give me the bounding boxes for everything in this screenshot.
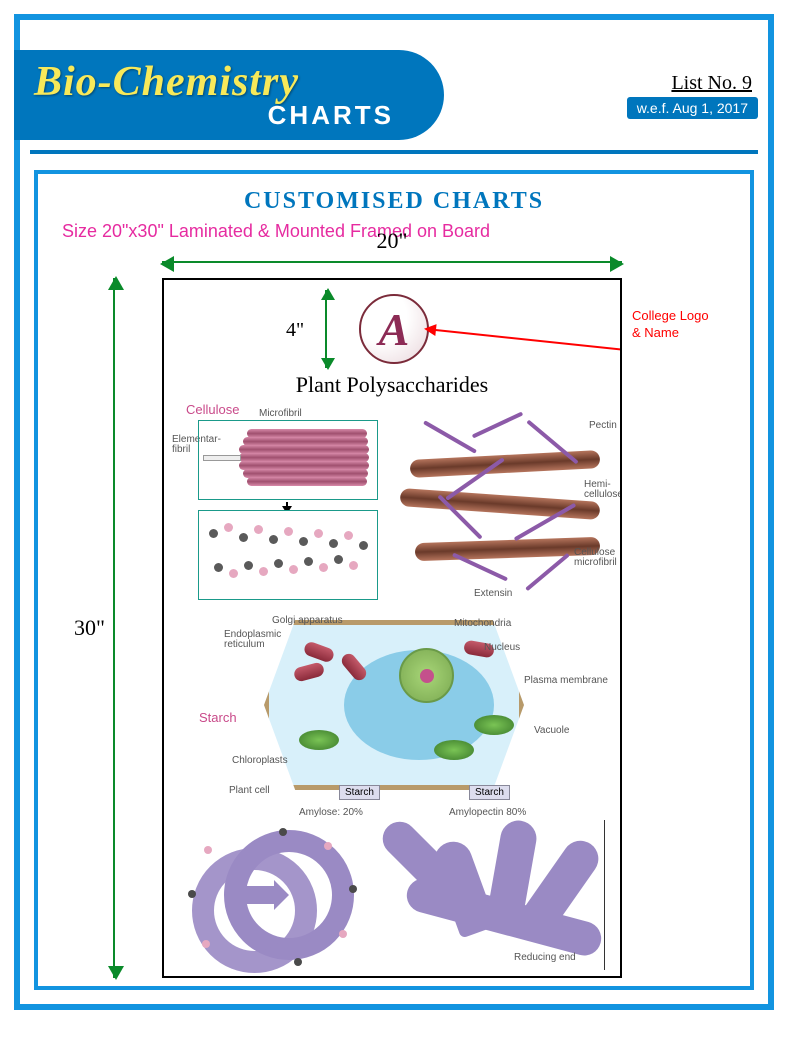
plasma-label: Plasma membrane <box>524 675 608 686</box>
starch-label: Starch <box>199 710 237 725</box>
nucleus-label: Nucleus <box>484 642 520 653</box>
chart-area: 20" 30" College Logo & Name 4" A <box>62 250 726 990</box>
list-number: List No. 9 <box>671 72 752 95</box>
amylopectin-diagram <box>394 810 614 975</box>
college-logo-placeholder: A <box>359 294 429 364</box>
arrow-icon <box>113 278 115 978</box>
starch-box-1: Starch <box>339 785 380 800</box>
effective-date: w.e.f. Aug 1, 2017 <box>627 97 758 119</box>
divider-icon <box>604 820 605 970</box>
fiber-bundle-icon <box>239 429 369 491</box>
logo-letter: A <box>379 303 410 356</box>
vacuole-label: Vacuole <box>534 725 569 736</box>
arrow-icon <box>162 261 622 263</box>
divider-lines <box>30 150 758 154</box>
wall-fibers-diagram <box>400 415 610 600</box>
callout-arrow-icon <box>426 328 622 362</box>
cellulose-microfibril-label: Cellulose microfibril <box>574 548 617 568</box>
pectin-label: Pectin <box>589 420 617 431</box>
callout-text: College Logo & Name <box>632 308 709 342</box>
microfibril-label: Microfibril <box>259 408 302 419</box>
amylose-label: Amylose: 20% <box>299 807 363 818</box>
golgi-label: Golgi apparatus <box>272 615 343 626</box>
molecule-diagram-box <box>198 510 378 600</box>
height-label: 30" <box>74 615 105 641</box>
reducing-end-label: Reducing end <box>514 952 576 963</box>
chart-title: Plant Polysaccharides <box>164 372 620 398</box>
header-bar: Bio-Chemistry CHARTS <box>14 50 444 140</box>
content-box: CUSTOMISED CHARTS Size 20"x30" Laminated… <box>34 170 754 990</box>
er-label: Endoplasmic reticulum <box>224 630 281 650</box>
section-title: CUSTOMISED CHARTS <box>62 188 726 215</box>
mito-label: Mitochondria <box>454 618 511 629</box>
callout-line2: & Name <box>632 325 709 342</box>
amylose-ring-diagram <box>184 820 394 975</box>
starch-box-2: Starch <box>469 785 510 800</box>
arrow-icon <box>325 290 327 368</box>
width-label: 20" <box>377 228 408 254</box>
chloroplasts-label: Chloroplasts <box>232 755 288 766</box>
hemicellulose-label: Hemi- cellulose <box>584 480 622 500</box>
page-frame: Bio-Chemistry CHARTS List No. 9 w.e.f. A… <box>14 14 774 1010</box>
cellulose-label: Cellulose <box>186 402 239 417</box>
fiber-diagram-box <box>198 420 378 500</box>
callout-line1: College Logo <box>632 308 709 325</box>
sample-chart-frame: 4" A Plant Polysaccharides Cellulose Mic… <box>162 278 622 978</box>
header-title: Bio-Chemistry <box>34 50 444 106</box>
height-dimension: 30" <box>102 278 126 978</box>
plant-cell-label: Plant cell <box>229 785 270 796</box>
width-dimension: 20" <box>162 250 622 274</box>
logo-height-dimension: 4" <box>314 290 338 368</box>
logo-height-label: 4" <box>286 319 304 342</box>
extensin-label: Extensin <box>474 588 512 599</box>
